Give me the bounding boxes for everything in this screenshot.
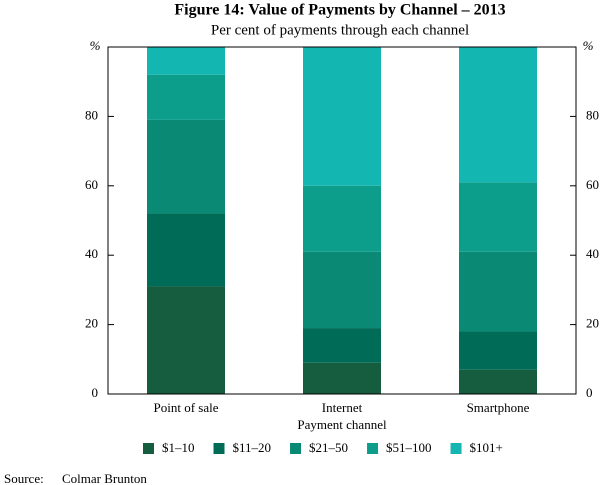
bar-segment [459, 369, 537, 394]
chart-title: Figure 14: Value of Payments by Channel … [174, 2, 505, 19]
bar-segment [303, 328, 381, 363]
source-label: Source: [4, 471, 44, 485]
legend-swatch [143, 443, 154, 454]
legend-swatch [367, 443, 379, 454]
bar-segment [147, 119, 225, 214]
legend-label: $51–100 [386, 440, 432, 455]
legend-label: $101+ [470, 440, 503, 455]
x-tick-label: Point of sale [154, 400, 219, 415]
bar-segment [459, 182, 537, 252]
plot-frame [107, 46, 577, 395]
y-tick-label: 60 [85, 177, 98, 192]
x-tick-label: Internet [322, 400, 363, 415]
x-axis-label: Payment channel [297, 417, 387, 432]
y2-unit: % [583, 38, 594, 53]
source: Colmar Brunton [62, 471, 147, 485]
bar-segment [147, 74, 225, 120]
bar-segment [303, 362, 381, 394]
y2-tick-label: 20 [586, 316, 599, 331]
bar-segment [147, 213, 225, 287]
legend-swatch [290, 443, 302, 454]
legend-label: $11–20 [233, 440, 272, 455]
y-tick-label: 20 [85, 316, 98, 331]
x-tick-label: Smartphone [467, 400, 530, 415]
legend-swatch [213, 443, 225, 454]
y2-tick-label: 40 [586, 246, 599, 261]
bar-segment [459, 47, 537, 183]
y2-tick-label: 60 [586, 177, 599, 192]
legend-label: $21–50 [309, 440, 348, 455]
bar-segment [147, 286, 225, 394]
legend-swatch [450, 443, 462, 454]
y2-tick-label: 80 [586, 107, 599, 122]
bar-segment [147, 47, 225, 75]
y2-tick-label: 0 [586, 385, 593, 400]
bar-segment [459, 331, 537, 370]
legend-label: $1–10 [162, 440, 195, 455]
y-tick-label: 80 [85, 107, 98, 122]
chart-subtitle: Per cent of payments through each channe… [211, 22, 469, 38]
bar-segment [303, 251, 381, 329]
y-tick-label: 40 [85, 246, 98, 261]
y-tick-label: 0 [92, 385, 99, 400]
bar-segment [303, 47, 381, 186]
bar-segment [303, 185, 381, 252]
y-unit: % [90, 38, 101, 53]
bar-segment [459, 251, 537, 332]
